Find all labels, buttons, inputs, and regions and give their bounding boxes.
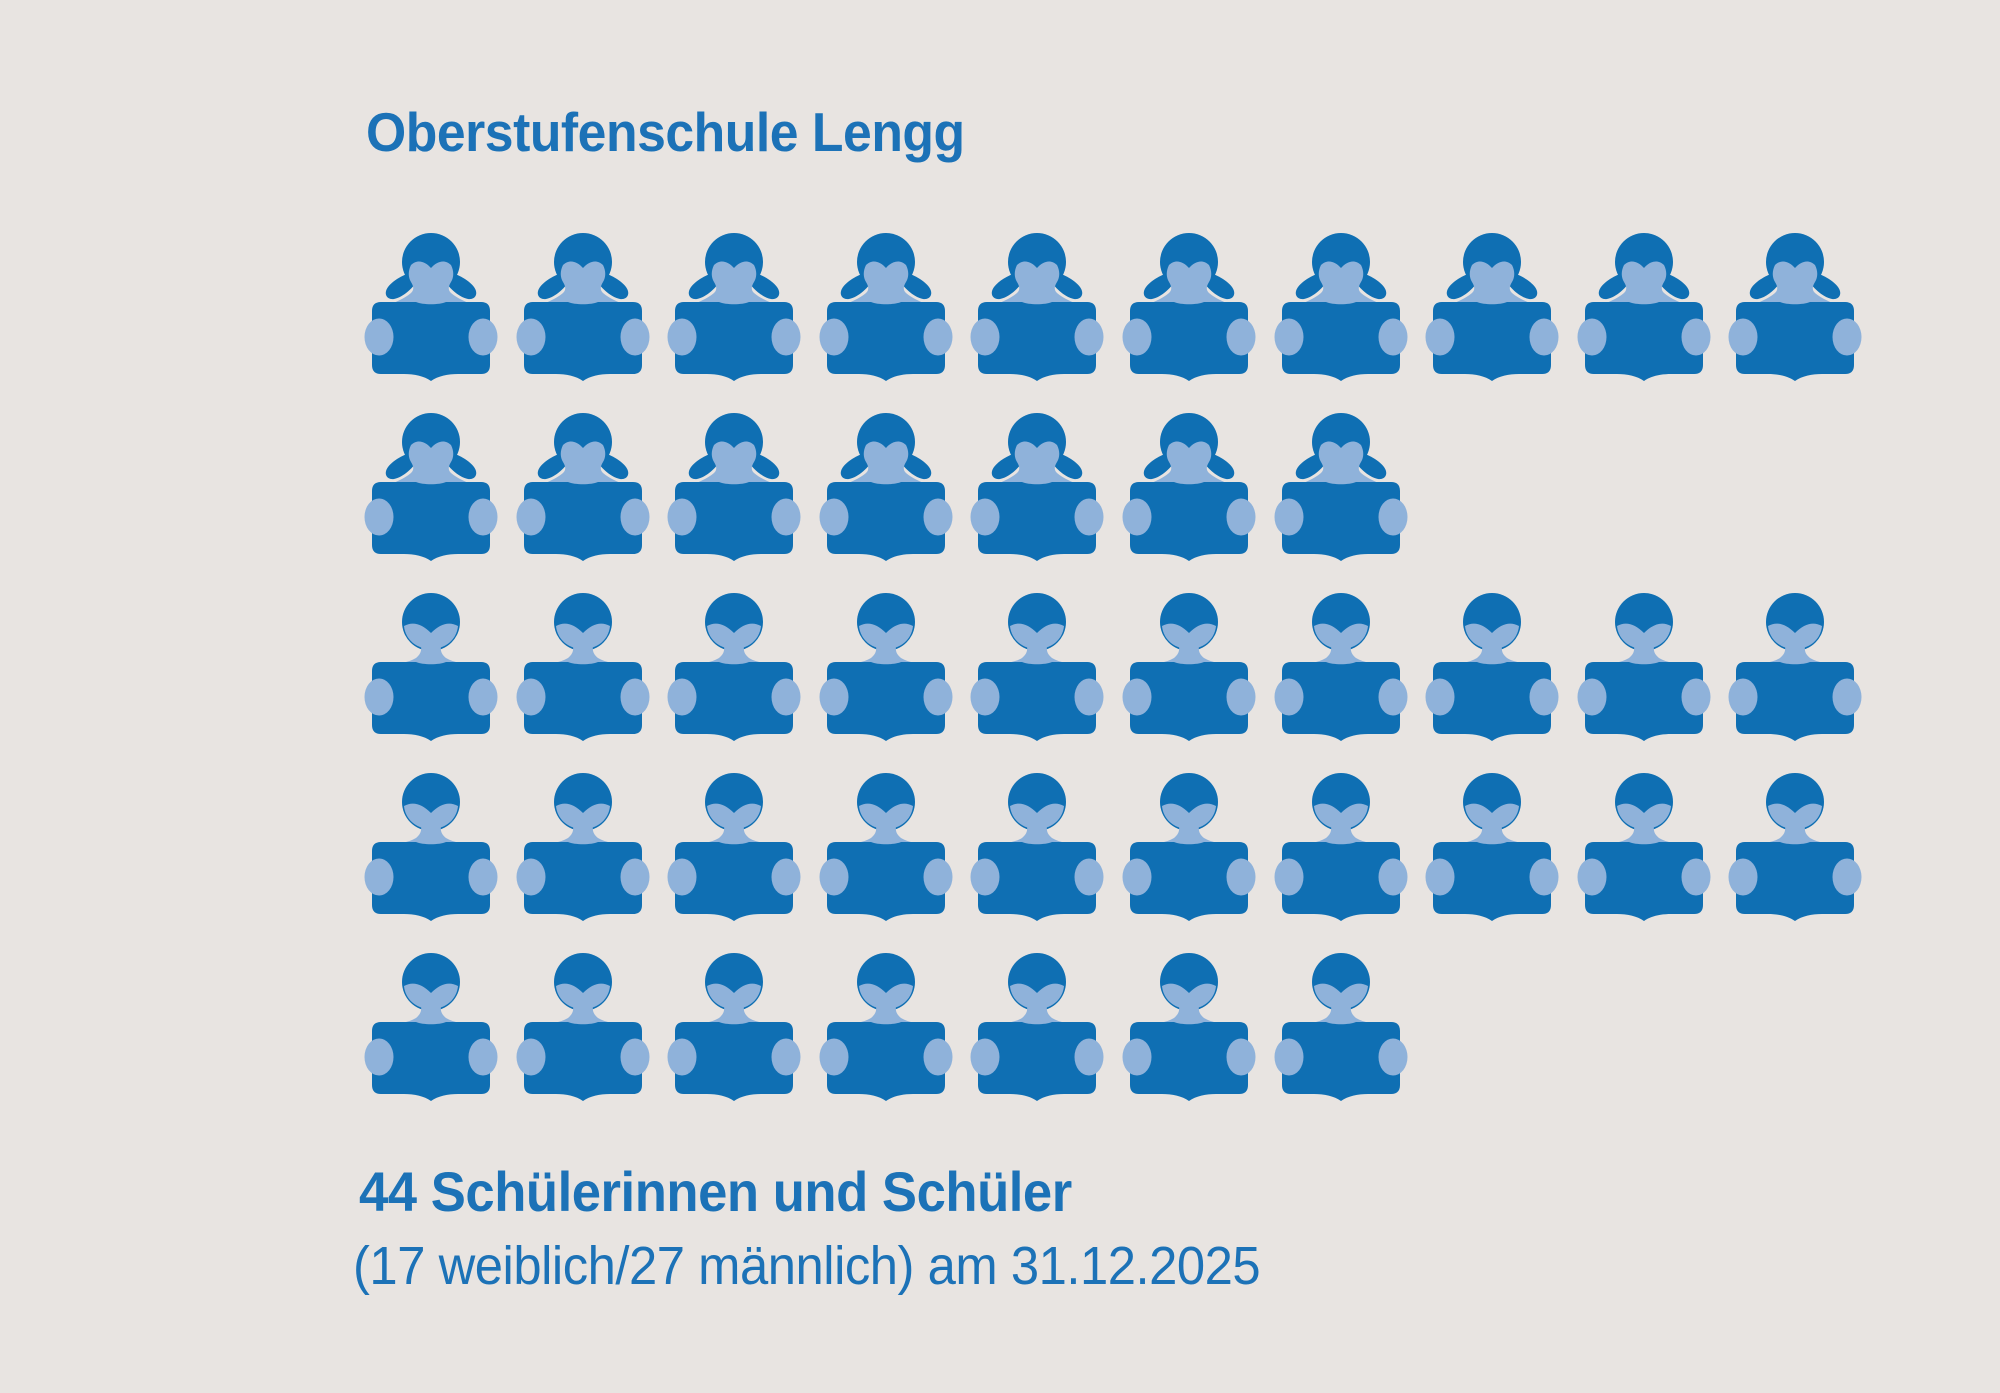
- pictogram-row-female: [361, 412, 1877, 564]
- female-student-reading-icon: [967, 412, 1119, 564]
- male-student-reading-icon: [1119, 592, 1271, 744]
- female-student-reading-icon: [816, 232, 968, 384]
- male-student-reading-icon: [967, 592, 1119, 744]
- male-student-reading-icon: [664, 772, 816, 924]
- male-student-reading-icon: [664, 592, 816, 744]
- female-student-reading-icon: [664, 412, 816, 564]
- pictogram-grid: [361, 232, 1877, 1132]
- male-student-reading-icon: [1271, 592, 1423, 744]
- male-student-reading-icon: [361, 772, 513, 924]
- female-student-reading-icon: [1119, 232, 1271, 384]
- male-student-reading-icon: [967, 952, 1119, 1104]
- female-student-reading-icon: [361, 232, 513, 384]
- male-student-reading-icon: [1725, 772, 1877, 924]
- female-student-reading-icon: [361, 412, 513, 564]
- male-student-reading-icon: [816, 952, 968, 1104]
- female-student-reading-icon: [1574, 232, 1726, 384]
- female-student-reading-icon: [1725, 232, 1877, 384]
- male-student-reading-icon: [1422, 772, 1574, 924]
- pictogram-row-male: [361, 952, 1877, 1104]
- female-student-reading-icon: [1119, 412, 1271, 564]
- male-student-reading-icon: [361, 952, 513, 1104]
- male-student-reading-icon: [816, 772, 968, 924]
- pictogram-row-male: [361, 592, 1877, 744]
- female-student-reading-icon: [1422, 232, 1574, 384]
- caption-detail: (17 weiblich/27 männlich) am 31.12.2025: [353, 1236, 1261, 1296]
- male-student-reading-icon: [1574, 592, 1726, 744]
- male-student-reading-icon: [361, 592, 513, 744]
- male-student-reading-icon: [1119, 772, 1271, 924]
- pictogram-row-female: [361, 232, 1877, 384]
- pictogram-row-male: [361, 772, 1877, 924]
- male-student-reading-icon: [513, 772, 665, 924]
- male-student-reading-icon: [664, 952, 816, 1104]
- female-student-reading-icon: [513, 412, 665, 564]
- female-student-reading-icon: [816, 412, 968, 564]
- male-student-reading-icon: [967, 772, 1119, 924]
- male-student-reading-icon: [1574, 772, 1726, 924]
- male-student-reading-icon: [1271, 952, 1423, 1104]
- female-student-reading-icon: [967, 232, 1119, 384]
- male-student-reading-icon: [816, 592, 968, 744]
- male-student-reading-icon: [1119, 952, 1271, 1104]
- caption-total: 44 Schülerinnen und Schüler: [359, 1160, 1072, 1223]
- male-student-reading-icon: [513, 952, 665, 1104]
- female-student-reading-icon: [664, 232, 816, 384]
- male-student-reading-icon: [1422, 592, 1574, 744]
- female-student-reading-icon: [1271, 412, 1423, 564]
- male-student-reading-icon: [1725, 592, 1877, 744]
- page-title: Oberstufenschule Lengg: [366, 101, 965, 163]
- male-student-reading-icon: [1271, 772, 1423, 924]
- female-student-reading-icon: [1271, 232, 1423, 384]
- male-student-reading-icon: [513, 592, 665, 744]
- female-student-reading-icon: [513, 232, 665, 384]
